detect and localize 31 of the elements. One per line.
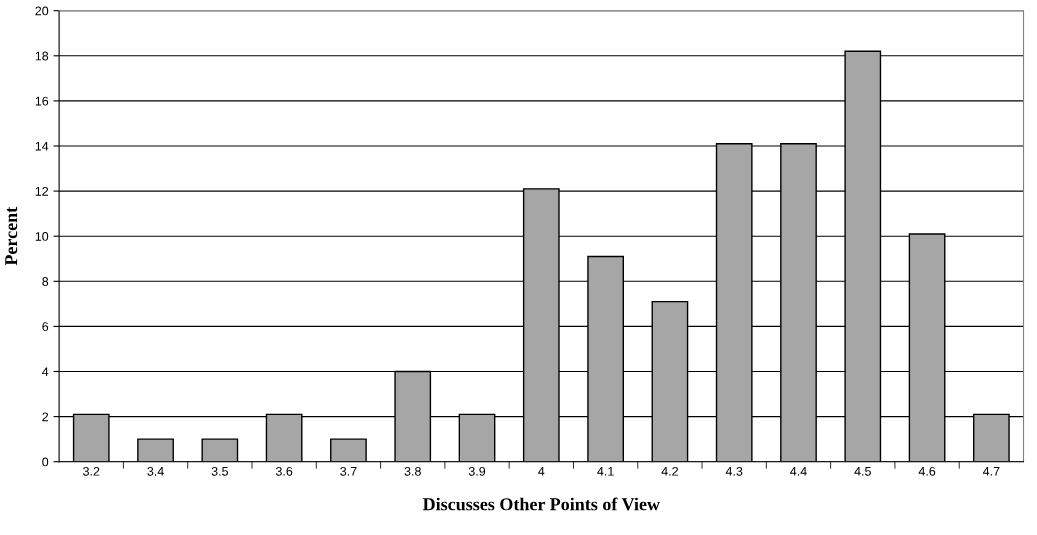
bar	[201, 438, 239, 462]
x-tick-label: 3.2	[83, 466, 100, 476]
x-tick-label: 3.4	[147, 466, 164, 476]
x-tick-label: 4.2	[661, 466, 678, 476]
x-tick-label: 4.6	[918, 466, 936, 476]
y-tick-label: 20	[35, 6, 49, 16]
y-tick-label: 0	[42, 457, 49, 467]
x-tick-label: 4.4	[790, 467, 807, 476]
y-tick-label: 2	[42, 412, 49, 422]
y-tick-label: 10	[35, 232, 49, 241]
x-tick-label: 3.6	[275, 466, 293, 476]
x-tick-label: 3.5	[211, 466, 229, 476]
y-axis-title: Percent	[5, 206, 18, 266]
y-tick-label: 12	[35, 186, 49, 196]
x-axis-title: Discusses Other Points of View	[422, 497, 660, 511]
x-tick-label: 3.8	[404, 466, 421, 476]
x-tick-label: 4	[538, 467, 545, 476]
y-tick-label: 6	[42, 322, 49, 332]
x-tick-label: 3.7	[340, 466, 357, 476]
y-tick-label: 4	[42, 367, 49, 377]
bar	[330, 438, 367, 462]
y-tick-label: 8	[42, 277, 49, 286]
x-tick-label: 4.7	[982, 467, 1000, 476]
x-tick-label: 4.3	[725, 466, 743, 476]
y-tick-label: 16	[35, 96, 49, 106]
x-tick-label: 4.1	[597, 467, 614, 476]
y-tick-label: 14	[35, 141, 49, 151]
x-tick-label: 3.9	[468, 466, 486, 476]
x-tick-label: 4.5	[854, 467, 871, 476]
bar	[137, 438, 174, 462]
y-tick-label: 18	[35, 51, 49, 61]
